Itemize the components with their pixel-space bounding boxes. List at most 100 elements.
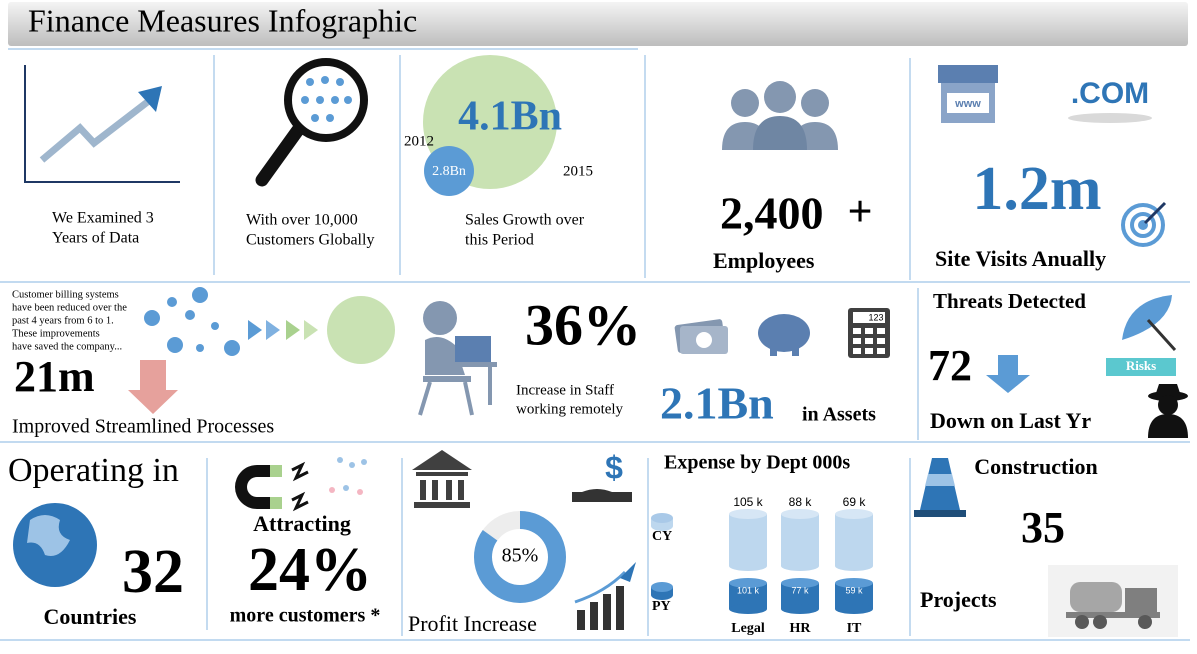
growth-icon — [574, 562, 636, 630]
employees-label: Employees — [713, 248, 815, 273]
umbrella-icon — [1122, 295, 1177, 352]
asset-icons — [674, 308, 890, 358]
bubble-small — [424, 146, 474, 196]
sales-previous: 2.8Bn — [432, 164, 466, 179]
site-value: 1.2m — [972, 155, 1101, 223]
dollar-icon: $ — [605, 449, 623, 485]
customers-value: 24% — [248, 536, 372, 604]
icon-text: .COM — [1071, 77, 1149, 110]
magnet-icon — [235, 461, 309, 512]
cylinder-top — [781, 509, 819, 519]
cone-icon — [914, 458, 966, 517]
assets-label: in Assets — [802, 404, 876, 426]
cylinder-base — [835, 604, 873, 614]
year-label: 2012 — [404, 133, 434, 149]
paragraph: have saved the company... — [12, 341, 122, 352]
cylinder-top — [781, 578, 819, 588]
cylinder-top — [651, 513, 673, 523]
caption: working remotely — [516, 401, 624, 417]
remote-worker-icon — [418, 301, 497, 416]
donut-label: 85% — [502, 545, 539, 567]
caption: Sales Growth over — [465, 212, 585, 229]
cylinder-base — [729, 561, 767, 571]
cylinder-top — [651, 582, 673, 592]
mouse-pad — [1068, 113, 1152, 123]
truck-icon — [1048, 565, 1178, 637]
cylinder-body — [781, 514, 819, 566]
cy-label: 69 k — [843, 495, 867, 509]
customers-label: more customers * — [230, 605, 381, 627]
countries-label: Countries — [44, 604, 137, 629]
py-label: 101 k — [737, 585, 760, 595]
caption: With over 10,000 — [246, 212, 358, 229]
threats-label: Down on Last Yr — [930, 408, 1091, 433]
arrow-down — [986, 355, 1030, 393]
profit-label: Profit Increase — [408, 611, 537, 636]
caption: Years of Data — [52, 230, 139, 247]
store-icon — [938, 65, 998, 123]
countries-title: Operating in — [8, 452, 179, 489]
paragraph: past 4 years from 6 to 1. — [12, 315, 114, 326]
paragraph: These improvements — [12, 328, 100, 339]
caption: this Period — [465, 232, 534, 249]
caption: Increase in Staff — [516, 382, 614, 398]
legend-label: CY — [652, 529, 672, 544]
construction-value: 35 — [1021, 503, 1065, 552]
cylinder-base — [651, 521, 673, 531]
threats-value: 72 — [928, 341, 972, 390]
people-icon — [722, 81, 838, 150]
people-small-icon — [329, 457, 367, 495]
construction-label: Projects — [920, 587, 997, 612]
magnifier-icon — [255, 58, 368, 187]
cylinder-base — [835, 561, 873, 571]
calculator-text: 123 — [868, 312, 883, 322]
cy-label: 88 k — [789, 495, 813, 509]
processes-value: 21m — [14, 352, 95, 401]
plus: + — [847, 187, 872, 236]
sales-current: 4.1Bn — [458, 94, 562, 140]
countries-value: 32 — [122, 538, 184, 606]
cylinder-body — [729, 514, 767, 566]
cylinder-top — [835, 578, 873, 588]
donut-arc — [474, 511, 566, 603]
title-bar — [8, 2, 1188, 46]
category-label: IT — [847, 621, 862, 636]
customers-title: Attracting — [253, 511, 351, 536]
risk-text: Risks — [1126, 358, 1156, 373]
spy-icon — [1148, 384, 1188, 438]
dividers — [0, 55, 1190, 641]
cylinder-base — [781, 561, 819, 571]
cylinder-top — [729, 509, 767, 519]
expense-title: Expense by Dept 000s — [664, 452, 850, 474]
bank-icon — [412, 450, 472, 508]
caption: We Examined 3 — [52, 210, 154, 227]
globe-land — [27, 515, 70, 556]
title: Finance Measures Infographic — [28, 2, 417, 38]
trend-icon — [24, 65, 180, 183]
remote-value: 36% — [525, 292, 641, 357]
cylinder-base — [651, 590, 673, 600]
cylinder-body — [835, 514, 873, 566]
dots-icon — [144, 287, 395, 364]
risk-badge — [1106, 358, 1176, 376]
py-label: 77 k — [791, 585, 809, 595]
cy-label: 105 k — [733, 495, 763, 509]
cylinder-base — [729, 604, 767, 614]
target-icon — [1121, 201, 1167, 247]
hand-icon — [572, 489, 632, 502]
paragraph: have been reduced over the — [12, 302, 127, 313]
cylinder-top — [835, 509, 873, 519]
cylinder-base — [781, 604, 819, 614]
construction-title: Construction — [974, 454, 1097, 479]
assets-value: 2.1Bn — [660, 378, 774, 429]
category-label: HR — [790, 621, 812, 636]
py-label: 59 k — [845, 585, 863, 595]
cylinder-top — [729, 578, 767, 588]
legend-label: PY — [652, 599, 671, 614]
year-label: 2015 — [563, 163, 593, 179]
site-label: Site Visits Anually — [935, 246, 1106, 271]
employees-value: 2,400 — [720, 188, 824, 239]
processes-label: Improved Streamlined Processes — [12, 416, 274, 438]
arrow-down — [128, 360, 178, 414]
